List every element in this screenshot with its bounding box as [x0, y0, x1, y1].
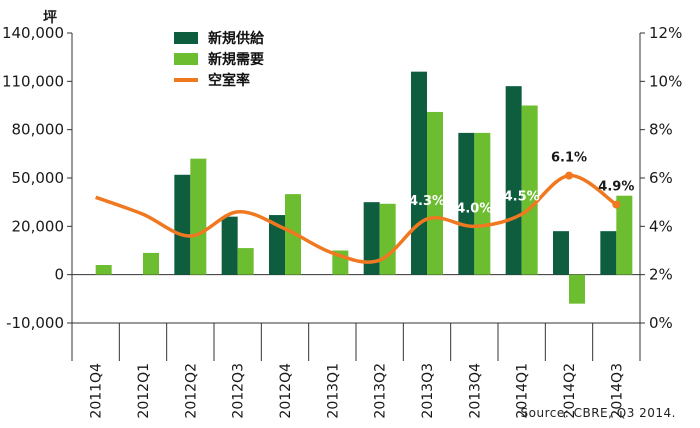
right-tick-label: 2%	[649, 266, 673, 284]
right-tick-label: 6%	[649, 169, 673, 187]
category-label: 2013Q2	[373, 363, 389, 419]
vacancy-rate-label: 6.1%	[551, 151, 587, 166]
vacancy-rate-point	[612, 200, 621, 209]
y-unit-label: 坪	[43, 10, 57, 26]
bar-supply	[221, 216, 238, 275]
left-tick-label: 140,000	[2, 24, 64, 42]
bar-supply	[600, 231, 617, 275]
vacancy-rate-label: 4.5%	[504, 189, 540, 204]
left-tick-label: 50,000	[12, 169, 65, 187]
vacancy-rate-label: 4.0%	[456, 201, 492, 216]
category-label: 2013Q4	[467, 363, 483, 419]
bar-demand	[569, 274, 585, 304]
category-label: 2012Q4	[278, 363, 294, 419]
category-label: 2012Q2	[183, 363, 199, 419]
right-tick-label: 12%	[649, 24, 682, 42]
left-tick-label: 0	[54, 266, 64, 284]
left-tick-label: -10,000	[6, 314, 64, 332]
source-note: Source: CBRE, Q3 2014.	[520, 406, 676, 420]
bar-demand	[143, 252, 159, 275]
bar-supply	[505, 86, 522, 275]
bar-supply	[269, 215, 285, 275]
category-label: 2014Q1	[515, 363, 531, 419]
right-tick-label: 0%	[649, 314, 673, 332]
bar-supply	[363, 202, 380, 275]
legend-label: 新規供給	[208, 30, 265, 47]
vacancy-rate-label: 4.3%	[409, 194, 445, 209]
bar-supply	[174, 174, 191, 275]
legend-swatch	[174, 32, 198, 44]
category-label: 2012Q1	[136, 363, 152, 419]
bar-demand	[427, 111, 443, 275]
legend-label: 空室率	[208, 72, 250, 89]
bar-demand	[95, 265, 112, 275]
bar-supply	[553, 231, 569, 275]
legend-label: 新規需要	[208, 51, 264, 68]
category-label: 2014Q3	[609, 363, 625, 419]
bar-demand	[521, 105, 538, 275]
bar-demand	[616, 195, 633, 275]
right-tick-label: 4%	[649, 217, 673, 235]
vacancy-rate-label: 4.9%	[598, 180, 634, 195]
category-label: 2013Q1	[325, 363, 341, 419]
category-label: 2013Q3	[420, 363, 436, 419]
bar-demand	[190, 158, 207, 275]
right-tick-label: 10%	[649, 72, 682, 90]
bar-demand	[474, 132, 491, 275]
bar-demand	[379, 203, 396, 275]
vacancy-rate-line	[95, 173, 618, 264]
vacancy-rate-point	[565, 171, 573, 180]
bar-demand	[237, 248, 254, 275]
left-tick-label: 20,000	[12, 217, 65, 235]
left-tick-label: 80,000	[12, 121, 65, 139]
legend-swatch	[174, 53, 198, 65]
bar-supply	[458, 132, 475, 275]
category-label: 2012Q3	[231, 363, 247, 419]
category-label: 2011Q4	[89, 363, 105, 419]
bar-supply	[411, 71, 427, 275]
right-tick-label: 8%	[649, 121, 673, 139]
left-tick-label: 110,000	[2, 72, 64, 90]
category-label: 2014Q2	[562, 363, 578, 419]
